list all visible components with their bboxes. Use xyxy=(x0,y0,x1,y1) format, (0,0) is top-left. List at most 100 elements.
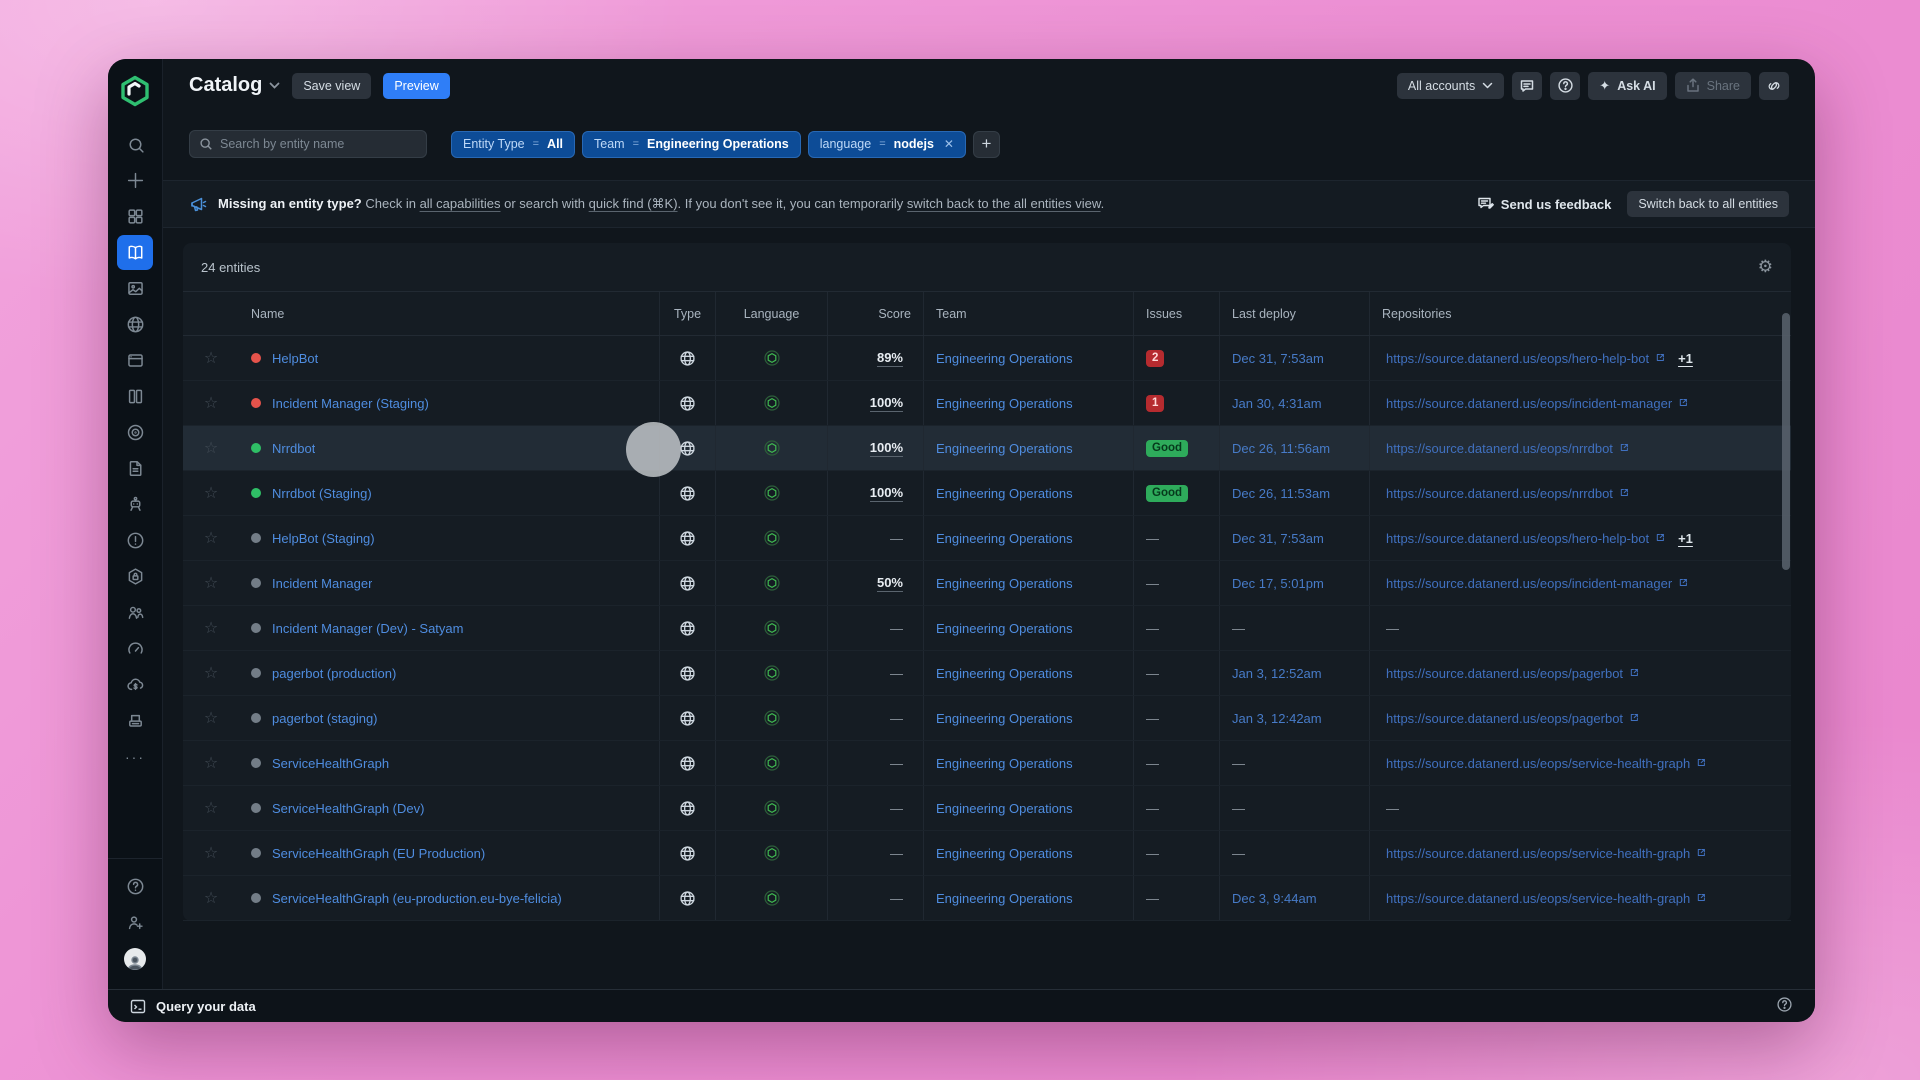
share-button[interactable]: Share xyxy=(1674,72,1751,99)
repo-link[interactable]: https://source.datanerd.us/eops/service-… xyxy=(1386,891,1709,906)
repo-link[interactable]: https://source.datanerd.us/eops/nrrdbot xyxy=(1386,441,1632,456)
deploy-time[interactable]: Jan 3, 12:52am xyxy=(1232,665,1322,681)
entity-link[interactable]: pagerbot (staging) xyxy=(272,710,378,726)
deploy-time[interactable]: Jan 3, 12:42am xyxy=(1232,710,1322,726)
favorite-star-icon[interactable]: ☆ xyxy=(203,440,219,457)
entity-link[interactable]: Nrrdbot (Staging) xyxy=(272,485,372,501)
sidebar-item-bot[interactable] xyxy=(117,487,153,522)
repo-link[interactable]: https://source.datanerd.us/eops/service-… xyxy=(1386,756,1709,771)
sidebar-item-document[interactable] xyxy=(117,451,153,486)
sidebar-item-globe[interactable] xyxy=(117,307,153,342)
favorite-star-icon[interactable]: ☆ xyxy=(203,395,219,412)
team-link[interactable]: Engineering Operations xyxy=(936,845,1073,861)
column-header-score[interactable]: Score xyxy=(827,292,923,335)
sidebar-item-help-circle[interactable] xyxy=(117,869,153,904)
column-header-team[interactable]: Team xyxy=(923,292,1133,335)
score-value[interactable]: 100% xyxy=(869,440,903,457)
score-value[interactable]: 89% xyxy=(876,350,903,367)
favorite-star-icon[interactable]: ☆ xyxy=(203,755,219,772)
search-input[interactable] xyxy=(220,137,417,151)
entity-link[interactable]: pagerbot (production) xyxy=(272,665,397,681)
sidebar-item-alert-circle[interactable] xyxy=(117,523,153,558)
favorite-star-icon[interactable]: ☆ xyxy=(203,845,219,862)
favorite-star-icon[interactable]: ☆ xyxy=(203,575,219,592)
column-header-issues[interactable]: Issues xyxy=(1133,292,1219,335)
issues-badge[interactable]: 2 xyxy=(1146,349,1165,367)
deploy-time[interactable]: Dec 3, 9:44am xyxy=(1232,890,1317,906)
entity-link[interactable]: Incident Manager (Dev) - Satyam xyxy=(272,620,464,636)
feedback-bubble-button[interactable] xyxy=(1512,71,1543,100)
table-row[interactable]: ☆ Incident Manager 50% Engineering Operatio… xyxy=(183,561,1791,606)
score-value[interactable]: 100% xyxy=(869,395,903,412)
table-settings-gear-icon[interactable]: ⚙ xyxy=(1757,257,1773,276)
repo-link[interactable]: https://source.datanerd.us/eops/pagerbot xyxy=(1386,666,1642,681)
entity-link[interactable]: Nrrdbot xyxy=(272,440,316,456)
score-value[interactable]: 100% xyxy=(869,485,903,502)
table-row[interactable]: ☆ Nrrdbot (Staging) 100% Engineering Operat… xyxy=(183,471,1791,516)
add-filter-button[interactable]: + xyxy=(972,130,1000,158)
issues-badge[interactable]: Good xyxy=(1146,484,1189,502)
table-row[interactable]: ☆ Incident Manager (Dev) - Satyam — Enginee… xyxy=(183,606,1791,651)
team-link[interactable]: Engineering Operations xyxy=(936,665,1073,681)
team-link[interactable]: Engineering Operations xyxy=(936,620,1073,636)
entity-link[interactable]: Incident Manager xyxy=(272,575,373,591)
switch-back-button[interactable]: Switch back to all entities xyxy=(1627,191,1789,217)
sidebar-item-security-shield[interactable] xyxy=(117,559,153,594)
sidebar-item-gauge[interactable] xyxy=(117,631,153,666)
table-row[interactable]: ☆ HelpBot 89% Engineering Operations 2 Dec 31… xyxy=(183,336,1791,381)
notice-segment-6[interactable]: switch back to the all entities view xyxy=(906,196,1101,211)
deploy-time[interactable]: Dec 17, 5:01pm xyxy=(1232,575,1324,591)
column-header-name[interactable]: Name xyxy=(251,306,285,321)
sidebar-item-avatar[interactable] xyxy=(117,941,153,976)
repo-link[interactable]: https://source.datanerd.us/eops/incident… xyxy=(1386,576,1691,591)
favorite-star-icon[interactable]: ☆ xyxy=(203,530,219,547)
column-header-language[interactable]: Language xyxy=(715,292,827,335)
team-link[interactable]: Engineering Operations xyxy=(936,440,1073,456)
entity-search[interactable] xyxy=(189,130,427,158)
table-row[interactable]: ☆ pagerbot (production) — Engineering Opera… xyxy=(183,651,1791,696)
entity-link[interactable]: ServiceHealthGraph (EU Production) xyxy=(272,845,486,861)
entity-link[interactable]: ServiceHealthGraph (eu-production.eu-bye… xyxy=(272,890,562,906)
table-scrollbar[interactable] xyxy=(1782,313,1790,570)
favorite-star-icon[interactable]: ☆ xyxy=(203,485,219,502)
sidebar-item-cloud-cost[interactable] xyxy=(117,667,153,702)
team-link[interactable]: Engineering Operations xyxy=(936,710,1073,726)
sidebar-item-search[interactable] xyxy=(117,127,153,162)
repo-link[interactable]: https://source.datanerd.us/eops/nrrdbot xyxy=(1386,486,1632,501)
page-title[interactable]: Catalog xyxy=(189,74,280,97)
deploy-time[interactable]: Dec 31, 7:53am xyxy=(1232,350,1324,366)
repo-link[interactable]: https://source.datanerd.us/eops/incident… xyxy=(1386,396,1691,411)
favorite-star-icon[interactable]: ☆ xyxy=(203,890,219,907)
column-header-last-deploy[interactable]: Last deploy xyxy=(1219,292,1369,335)
score-value[interactable]: 50% xyxy=(876,575,903,592)
table-row[interactable]: ☆ ServiceHealthGraph (EU Production) — Engi… xyxy=(183,831,1791,876)
column-header-repositories[interactable]: Repositories xyxy=(1369,292,1791,335)
deploy-time[interactable]: Dec 26, 11:53am xyxy=(1232,485,1331,501)
filter-chip-team[interactable]: Team = Engineering Operations xyxy=(582,130,801,158)
help-button[interactable] xyxy=(1550,71,1581,100)
ask-ai-button[interactable]: ✦ Ask AI xyxy=(1588,71,1667,100)
table-row[interactable]: ☆ HelpBot (Staging) — Engineering Operation… xyxy=(183,516,1791,561)
filter-chip-language[interactable]: language = nodejs ✕ xyxy=(807,130,966,158)
sidebar-item-invite-user[interactable] xyxy=(117,905,153,940)
query-footer-bar[interactable]: Query your data xyxy=(108,989,1815,1022)
team-link[interactable]: Engineering Operations xyxy=(936,485,1073,501)
brand-logo-icon[interactable] xyxy=(119,75,151,107)
copy-link-button[interactable] xyxy=(1759,71,1789,100)
entity-link[interactable]: HelpBot (Staging) xyxy=(272,530,375,546)
repo-more-count[interactable]: +1 xyxy=(1678,530,1693,546)
deploy-time[interactable]: Jan 30, 4:31am xyxy=(1232,395,1322,411)
team-link[interactable]: Engineering Operations xyxy=(936,890,1073,906)
repo-link[interactable]: https://source.datanerd.us/eops/hero-hel… xyxy=(1386,351,1668,366)
issues-badge[interactable]: 1 xyxy=(1146,394,1165,412)
entity-link[interactable]: Incident Manager (Staging) xyxy=(272,395,429,411)
repo-link[interactable]: https://source.datanerd.us/eops/pagerbot xyxy=(1386,711,1642,726)
repo-link[interactable]: https://source.datanerd.us/eops/service-… xyxy=(1386,846,1709,861)
filter-chip-entity-type[interactable]: Entity Type = All xyxy=(451,130,576,158)
team-link[interactable]: Engineering Operations xyxy=(936,395,1073,411)
notice-segment-2[interactable]: all capabilities xyxy=(419,196,501,211)
table-row[interactable]: ☆ Incident Manager (Staging) 100% Engineeri… xyxy=(183,381,1791,426)
table-row[interactable]: ☆ ServiceHealthGraph (eu-production.eu-by… xyxy=(183,876,1791,921)
notice-segment-4[interactable]: quick find (⌘K) xyxy=(588,196,678,211)
entity-link[interactable]: ServiceHealthGraph (Dev) xyxy=(272,800,425,816)
